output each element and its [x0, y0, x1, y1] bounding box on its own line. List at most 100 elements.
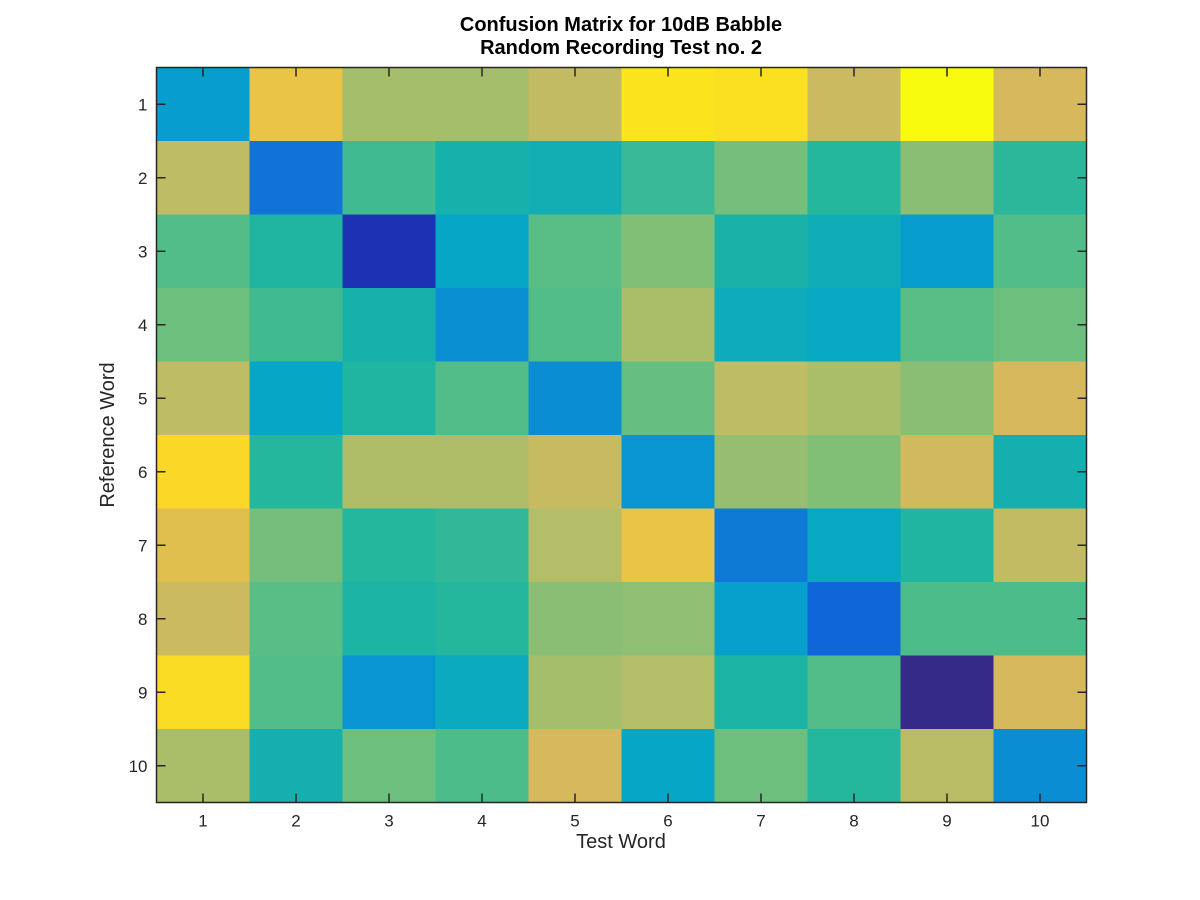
heatmap-cell-r5-c1	[156, 361, 250, 436]
heatmap-cell-r2-c7	[714, 141, 808, 215]
heatmap-cell-r9-c1	[156, 655, 250, 730]
heatmap-cell-r6-c1	[156, 435, 250, 509]
heatmap-cell-r4-c6	[621, 288, 715, 362]
heatmap-cell-r8-c4	[435, 582, 529, 656]
heatmap-cell-r9-c8	[807, 655, 901, 730]
heatmap-cell-r8-c5	[528, 582, 622, 656]
heatmap-cell-r1-c6	[621, 67, 715, 142]
heatmap-cell-r3-c4	[435, 214, 529, 289]
heatmap-cell-r8-c6	[621, 582, 715, 656]
heatmap-cell-r3-c1	[156, 214, 250, 289]
x-tick-label-3: 3	[384, 812, 393, 831]
x-tick-label-6: 6	[663, 812, 672, 831]
heatmap-cell-r2-c5	[528, 141, 622, 215]
heatmap-cell-r9-c4	[435, 655, 529, 730]
heatmap-cell-r3-c7	[714, 214, 808, 289]
heatmap-cell-r3-c10	[993, 214, 1087, 289]
heatmap-cell-r4-c9	[900, 288, 994, 362]
heatmap-cell-r2-c2	[249, 141, 343, 215]
heatmap-cell-r5-c10	[993, 361, 1087, 436]
heatmap-cell-r4-c5	[528, 288, 622, 362]
y-axis-label: Reference Word	[97, 362, 119, 507]
chart-title-line-2: Random Recording Test no. 2	[480, 37, 762, 59]
heatmap-cell-r7-c3	[342, 508, 436, 583]
heatmap-cell-r5-c2	[249, 361, 343, 436]
x-tick-label-5: 5	[570, 812, 579, 831]
heatmap-cell-r4-c3	[342, 288, 436, 362]
y-tick-label-1: 1	[138, 95, 147, 114]
heatmap-cell-r6-c2	[249, 435, 343, 509]
y-tick-label-8: 8	[138, 610, 147, 629]
heatmap-cell-r5-c4	[435, 361, 529, 436]
heatmap-cell-r6-c5	[528, 435, 622, 509]
x-axis-label: Test Word	[576, 831, 666, 853]
y-tick-label-4: 4	[138, 316, 147, 335]
heatmap-cell-r5-c5	[528, 361, 622, 436]
x-tick-label-10: 10	[1031, 812, 1050, 831]
chart-title-line-1: Confusion Matrix for 10dB Babble	[460, 14, 782, 36]
heatmap-cell-r10-c4	[435, 729, 529, 803]
heatmap-cell-r6-c10	[993, 435, 1087, 509]
heatmap-cell-r1-c8	[807, 67, 901, 142]
heatmap-cell-r7-c7	[714, 508, 808, 583]
heatmap-cell-r7-c2	[249, 508, 343, 583]
heatmap-cell-r10-c8	[807, 729, 901, 803]
heatmap-cell-r6-c8	[807, 435, 901, 509]
heatmap-cell-r4-c8	[807, 288, 901, 362]
heatmap-cell-r1-c5	[528, 67, 622, 142]
heatmap-cell-r10-c6	[621, 729, 715, 803]
heatmap-cell-r8-c3	[342, 582, 436, 656]
heatmap-cell-r8-c10	[993, 582, 1087, 656]
heatmap-cell-r7-c4	[435, 508, 529, 583]
heatmap-cell-r7-c9	[900, 508, 994, 583]
heatmap-cell-r9-c10	[993, 655, 1087, 730]
heatmap-cell-r2-c1	[156, 141, 250, 215]
heatmap-cell-r8-c1	[156, 582, 250, 656]
heatmap-cell-r2-c6	[621, 141, 715, 215]
heatmap-cell-r1-c9	[900, 67, 994, 142]
heatmap-cell-r5-c6	[621, 361, 715, 436]
x-tick-label-2: 2	[291, 812, 300, 831]
heatmap-cell-r3-c6	[621, 214, 715, 289]
heatmap-cell-r5-c9	[900, 361, 994, 436]
heatmap-cell-r10-c5	[528, 729, 622, 803]
heatmap-cell-r7-c5	[528, 508, 622, 583]
heatmap-cell-r9-c7	[714, 655, 808, 730]
y-tick-label-3: 3	[138, 242, 147, 261]
y-tick-label-10: 10	[129, 757, 148, 776]
x-tick-label-8: 8	[849, 812, 858, 831]
x-tick-label-7: 7	[756, 812, 765, 831]
x-tick-label-1: 1	[198, 812, 207, 831]
heatmap-cell-r6-c4	[435, 435, 529, 509]
heatmap-cell-r7-c6	[621, 508, 715, 583]
heatmap-cell-r9-c3	[342, 655, 436, 730]
heatmap-cell-r9-c6	[621, 655, 715, 730]
y-tick-label-7: 7	[138, 536, 147, 555]
heatmap-cell-r5-c8	[807, 361, 901, 436]
heatmap-cell-r9-c5	[528, 655, 622, 730]
y-tick-labels: 1 2 3 4 5 6 7 8 9 10	[129, 95, 148, 776]
heatmap-cell-r10-c3	[342, 729, 436, 803]
heatmap-cell-r7-c10	[993, 508, 1087, 583]
heatmap-cell-r4-c7	[714, 288, 808, 362]
heatmap-cell-r9-c9	[900, 655, 994, 730]
heatmap-cell-r2-c9	[900, 141, 994, 215]
heatmap-cell-r1-c10	[993, 67, 1087, 142]
heatmap-cells	[156, 67, 1087, 803]
heatmap-cell-r10-c7	[714, 729, 808, 803]
y-tick-label-9: 9	[138, 683, 147, 702]
heatmap-cell-r2-c10	[993, 141, 1087, 215]
heatmap-cell-r8-c7	[714, 582, 808, 656]
heatmap-cell-r5-c3	[342, 361, 436, 436]
y-tick-label-5: 5	[138, 389, 147, 408]
heatmap-cell-r6-c3	[342, 435, 436, 509]
heatmap-cell-r7-c1	[156, 508, 250, 583]
heatmap-cell-r4-c4	[435, 288, 529, 362]
heatmap-cell-r9-c2	[249, 655, 343, 730]
heatmap-cell-r4-c1	[156, 288, 250, 362]
heatmap-cell-r1-c1	[156, 67, 250, 142]
heatmap-cell-r10-c9	[900, 729, 994, 803]
heatmap-cell-r3-c9	[900, 214, 994, 289]
heatmap-cell-r5-c7	[714, 361, 808, 436]
